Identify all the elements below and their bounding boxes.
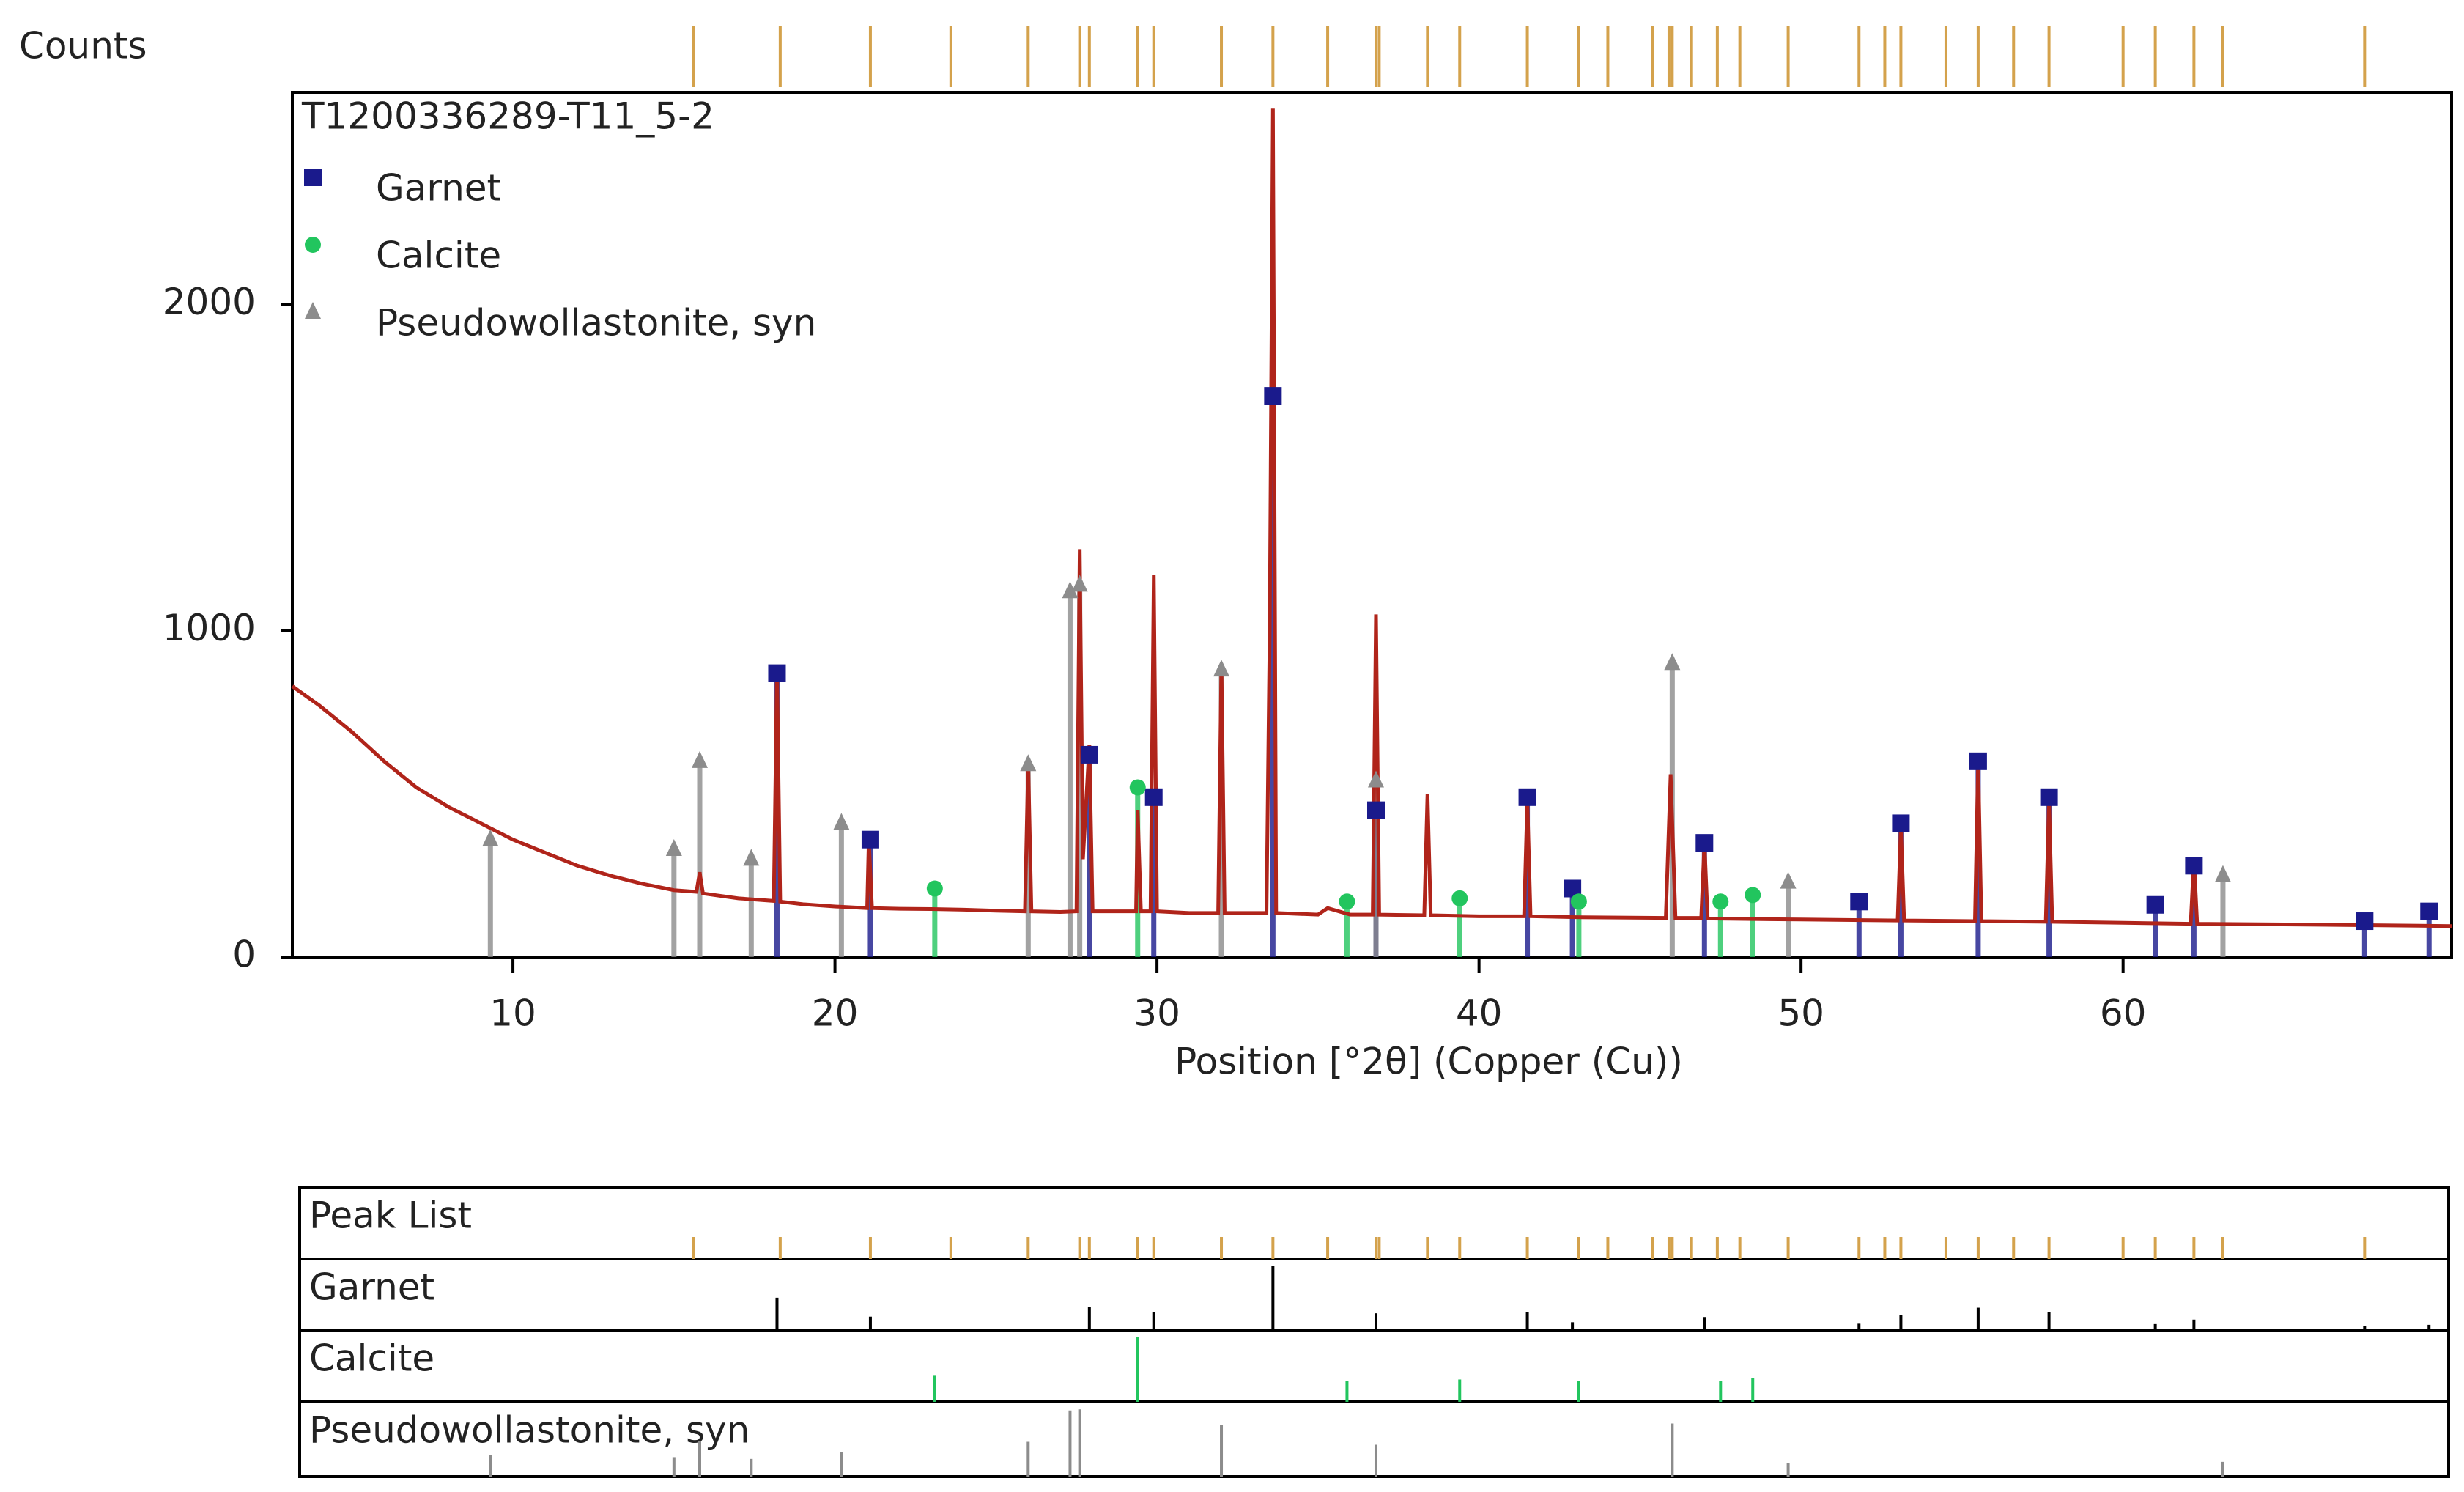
marker-square [1695,834,1714,852]
marker-triangle [1780,871,1797,889]
panel-frame [298,1186,2450,1260]
marker-square [1518,788,1536,806]
marker-circle [1745,887,1761,904]
x-tick-label: 60 [2100,992,2147,1035]
marker-triangle [1664,653,1681,671]
panel-label: Garnet [309,1266,434,1309]
marker-square [1892,814,1910,832]
marker-square [2356,912,2374,931]
panel-label: Pseudowollastonite, syn [309,1409,750,1452]
y-tick-label: 1000 [163,607,256,649]
panel-frame [298,1400,2450,1478]
x-tick-label: 40 [1456,992,1503,1035]
y-tick-label: 2000 [163,281,256,323]
marker-square [2040,788,2058,806]
marker-square [2420,902,2438,920]
marker-square [861,830,879,849]
legend-label: Pseudowollastonite, syn [376,302,816,344]
marker-square [1144,788,1163,806]
marker-square [768,664,786,682]
marker-triangle [743,849,760,866]
marker-triangle [1062,581,1079,599]
marker-square [1080,745,1098,764]
legend-label: Garnet [376,167,501,210]
marker-triangle [833,813,850,830]
marker-circle [1451,890,1468,906]
plot-frame [291,91,2453,959]
x-axis-label: Position [°2θ] (Copper (Cu)) [1174,1041,1683,1083]
marker-triangle [482,829,499,846]
panel-label: Peak List [309,1194,472,1237]
marker-circle [926,880,943,897]
x-tick-label: 30 [1133,992,1180,1035]
x-tick-label: 50 [1777,992,1824,1035]
marker-square [1969,752,1987,770]
pattern-line [291,108,2452,928]
x-tick-label: 10 [489,992,536,1035]
legend-symbol [305,302,321,319]
y-axis-label: Counts [19,25,147,67]
marker-square [1850,893,1868,911]
x-tick-label: 20 [812,992,859,1035]
marker-triangle [665,839,682,857]
legend-title: T1200336289-T11_5-2 [301,95,714,138]
marker-circle [1339,893,1355,910]
legend-symbol [304,169,322,186]
marker-square [2146,895,2164,914]
marker-square [1264,387,1282,405]
panel-label: Calcite [309,1337,434,1380]
marker-circle [1712,893,1729,910]
panel-frame [298,1329,2450,1403]
marker-triangle [2214,865,2231,882]
marker-triangle [1367,770,1384,788]
marker-square [2185,857,2203,875]
y-tick-label: 0 [232,934,256,976]
marker-circle [1129,779,1146,796]
marker-triangle [1020,754,1037,772]
marker-circle [1570,893,1587,910]
panel-frame [298,1258,2450,1332]
marker-triangle [1071,575,1088,592]
marker-triangle [691,750,708,768]
marker-triangle [1213,660,1230,677]
legend-label: Calcite [376,234,501,277]
legend-symbol [305,237,321,253]
marker-square [1366,801,1385,819]
